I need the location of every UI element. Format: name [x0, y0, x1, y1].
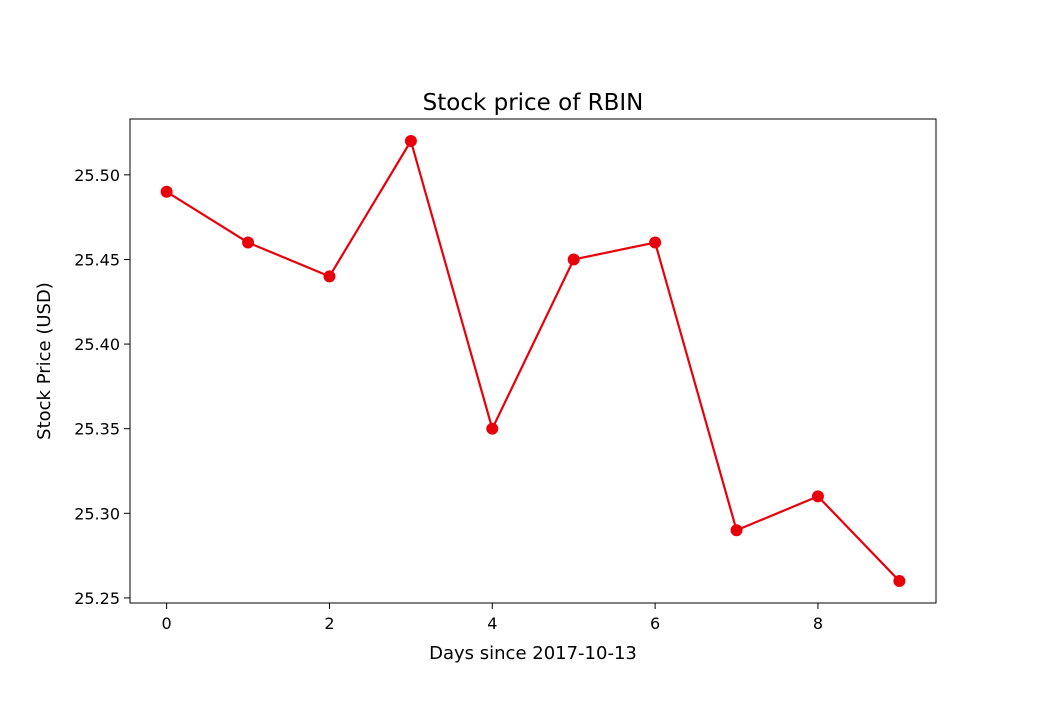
data-point	[567, 253, 580, 266]
data-point	[811, 490, 824, 503]
y-tick-label: 25.45	[74, 250, 120, 269]
x-tick-label: 4	[487, 614, 497, 633]
y-axis-ticks: 25.25 25.30 25.35 25.40 25.45 25.50	[74, 166, 130, 608]
data-point	[486, 422, 499, 435]
y-tick-label: 25.40	[74, 335, 120, 354]
x-tick-label: 8	[813, 614, 823, 633]
data-point	[323, 270, 336, 283]
y-axis-label: Stock Price (USD)	[34, 282, 55, 440]
data-point	[730, 524, 743, 537]
data-point	[160, 185, 173, 198]
series-line	[166, 139, 901, 582]
y-tick-label: 25.50	[74, 166, 120, 185]
x-tick-label: 0	[162, 614, 172, 633]
series-layer	[160, 135, 906, 587]
plot-frame	[129, 118, 937, 604]
x-axis-ticks: 0 2 4 6 8	[162, 603, 823, 633]
data-point	[242, 236, 255, 249]
chart-title: Stock price of RBIN	[423, 90, 644, 116]
x-tick-label: 2	[324, 614, 334, 633]
y-tick-label: 25.30	[74, 504, 120, 523]
y-tick-label: 25.25	[74, 589, 120, 608]
data-point	[649, 236, 662, 249]
y-tick-label: 25.35	[74, 420, 120, 439]
data-point	[893, 575, 906, 587]
x-axis-label: Days since 2017-10-13	[429, 643, 637, 664]
data-point	[404, 135, 417, 147]
x-tick-label: 6	[650, 614, 660, 633]
plot-area	[130, 119, 936, 603]
